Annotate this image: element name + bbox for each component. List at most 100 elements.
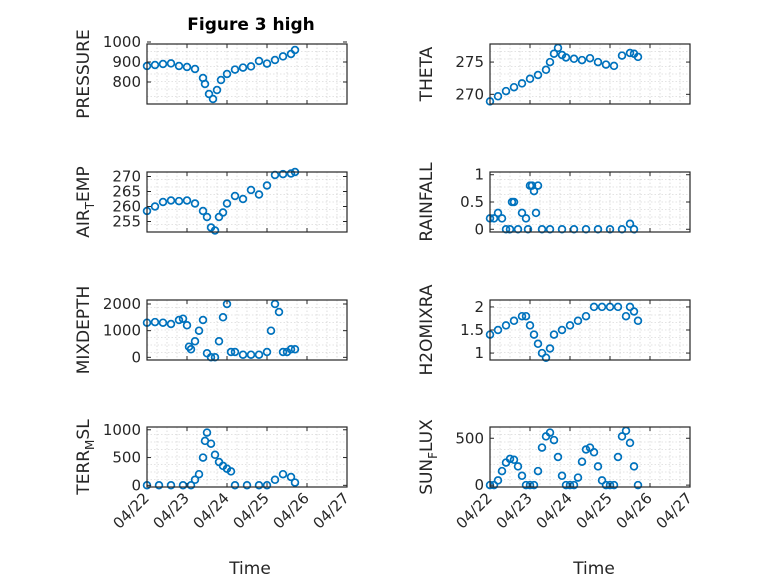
data-point [202, 428, 212, 437]
data-point [150, 60, 160, 70]
data-point [198, 315, 208, 325]
data-point [505, 454, 515, 464]
data-point [190, 199, 200, 208]
x-tick-label: 04/24 [533, 489, 576, 532]
data-point [601, 480, 611, 490]
panel-theta: 270 275 THETA [417, 43, 691, 106]
x-tick-label: 04/25 [573, 489, 616, 532]
y-tick-label: 0 [474, 476, 484, 494]
data-point [262, 347, 272, 357]
data-point [158, 318, 168, 327]
data-point [166, 196, 176, 205]
data-point [493, 476, 503, 485]
data-point [230, 65, 240, 74]
data-point [210, 226, 220, 235]
data-point [573, 473, 583, 482]
data-point [150, 317, 160, 327]
data-point [529, 186, 539, 196]
plot-area [490, 172, 690, 232]
data-point [497, 214, 507, 223]
plot-area [490, 44, 690, 104]
data-point [230, 481, 240, 490]
data-point [523, 225, 533, 234]
data-point [254, 56, 264, 66]
y-tick-label: 2000 [103, 295, 141, 313]
data-point [613, 302, 623, 312]
data-point [210, 353, 220, 362]
x-axis-label-right: Time [572, 559, 615, 579]
data-point [501, 321, 511, 330]
x-tick-label: 04/22 [110, 489, 153, 532]
y-tick-label: 800 [112, 73, 141, 91]
data-point [278, 469, 288, 479]
data-point [150, 202, 160, 211]
data-point [513, 225, 523, 234]
data-point [266, 326, 276, 335]
data-point [533, 339, 543, 349]
data-point [617, 225, 627, 234]
data-point [246, 62, 256, 71]
data-point [561, 53, 571, 62]
data-point [194, 469, 204, 479]
y-tick-label: 265 [112, 183, 141, 201]
data-point [278, 52, 288, 61]
data-point [166, 319, 176, 329]
y-tick-label: 500 [112, 449, 141, 467]
data-point [214, 337, 224, 346]
y-tick-label: 1 [474, 344, 484, 362]
data-point [625, 48, 635, 58]
data-point [545, 344, 555, 353]
data-point [206, 353, 216, 362]
data-point [525, 74, 535, 84]
data-point [286, 169, 296, 178]
data-point [501, 86, 511, 96]
panel-rainfall: 0 0.5 1 RAINFALL [417, 162, 691, 242]
data-point [593, 462, 603, 471]
axes-frame [146, 43, 348, 105]
data-point [609, 480, 619, 490]
data-point [605, 480, 615, 490]
data-point [200, 79, 210, 89]
data-point [545, 225, 555, 234]
data-point [633, 52, 643, 62]
data-point [549, 330, 559, 339]
data-point [262, 481, 272, 490]
data-point [254, 350, 264, 359]
plot-area [147, 44, 347, 104]
x-tick-label: 04/22 [453, 489, 496, 532]
data-point [533, 181, 543, 190]
data-point [625, 219, 635, 229]
data-point [226, 347, 236, 357]
data-point [581, 445, 591, 454]
y-tick-label: 260 [112, 198, 141, 216]
data-point [537, 225, 547, 234]
y-tick-label: 2 [474, 298, 484, 316]
data-point [182, 62, 192, 72]
data-point [565, 480, 575, 490]
data-point [290, 345, 300, 354]
data-point [230, 347, 240, 357]
y-axis-label: AIRTEMP [74, 166, 97, 237]
y-tick-label: 0 [131, 348, 141, 366]
data-point [593, 225, 603, 234]
x-tick-label: 04/27 [310, 489, 353, 532]
data-point [212, 85, 222, 95]
y-tick-label: 255 [112, 213, 141, 231]
data-point [198, 453, 208, 462]
y-tick-label: 500 [455, 429, 484, 447]
x-tick-label: 04/25 [230, 489, 273, 532]
data-point [513, 462, 523, 471]
y-tick-label: 1000 [103, 33, 141, 51]
x-tick-label: 04/24 [190, 489, 233, 532]
data-point [625, 438, 635, 448]
data-point [509, 455, 519, 465]
data-point [569, 225, 579, 234]
y-tick-label: 0 [474, 220, 484, 238]
data-point [521, 214, 531, 223]
data-point [577, 55, 587, 65]
data-point [525, 321, 535, 330]
data-point [533, 70, 543, 80]
data-point [549, 49, 559, 58]
